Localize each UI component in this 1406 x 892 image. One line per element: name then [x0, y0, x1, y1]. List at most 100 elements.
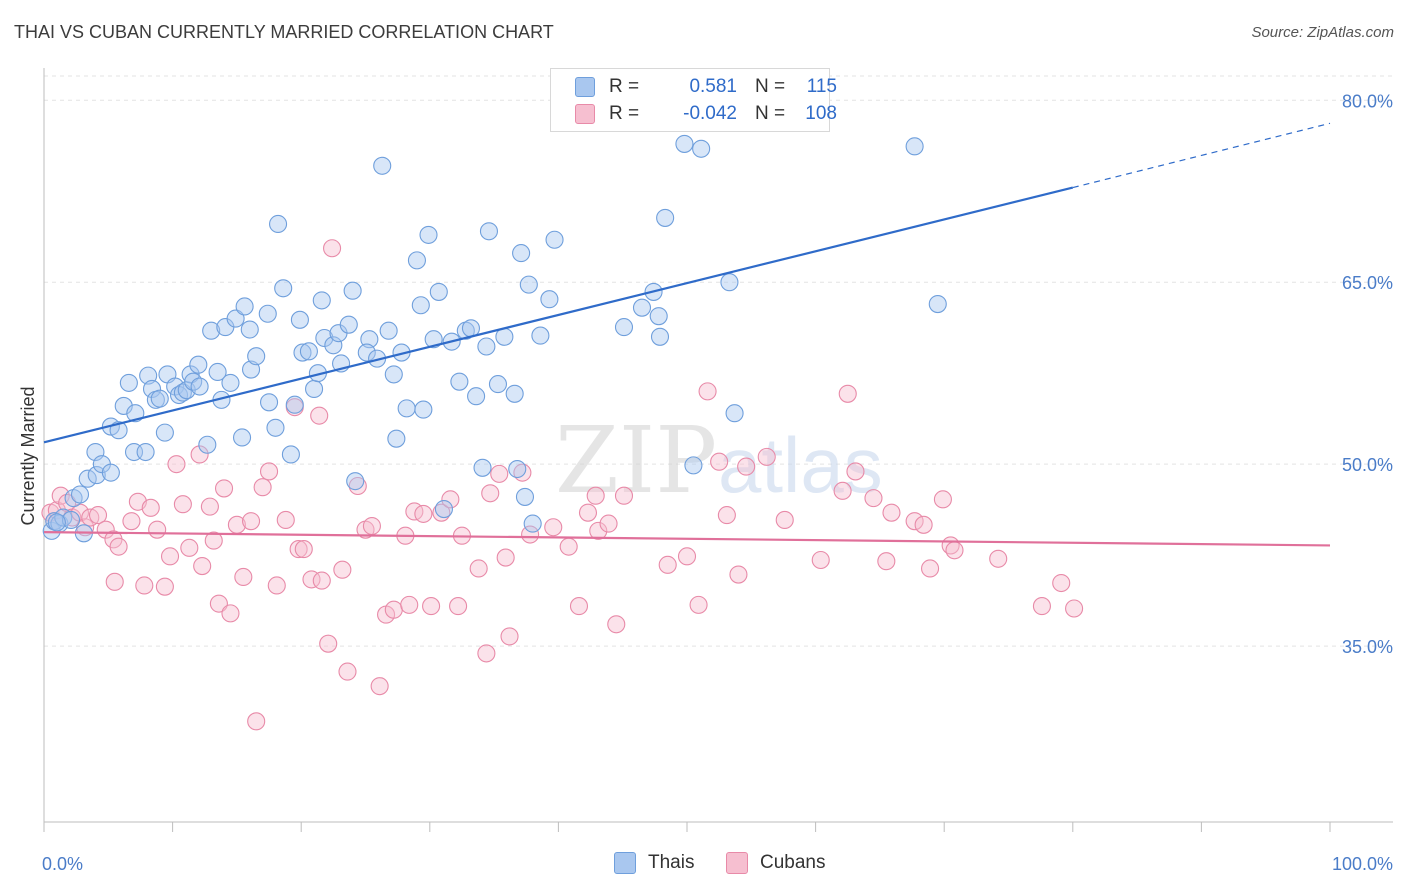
data-point	[333, 560, 352, 579]
data-point	[1052, 573, 1071, 593]
cubans-legend-swatch	[726, 852, 748, 874]
data-point	[508, 459, 527, 479]
data-point	[88, 506, 108, 525]
x-tick-labels: 0.0% 100.0%	[42, 854, 1393, 874]
data-point	[607, 615, 626, 634]
data-point	[692, 139, 711, 158]
legend-row-thais: R = 0.581 N = 115	[575, 74, 837, 100]
data-point	[477, 337, 496, 356]
data-point	[599, 514, 618, 533]
data-point	[241, 512, 261, 531]
data-point	[811, 550, 830, 570]
data-point	[838, 384, 857, 403]
data-point	[698, 382, 717, 401]
data-point	[214, 479, 234, 498]
legend-item-thais[interactable]: Thais	[614, 852, 694, 874]
data-point	[357, 343, 376, 362]
data-point	[429, 282, 448, 301]
gridlines	[44, 75, 1393, 647]
data-point	[126, 404, 145, 423]
data-point	[370, 677, 389, 696]
data-point	[247, 347, 266, 366]
data-point	[319, 634, 338, 653]
data-point	[204, 531, 223, 550]
data-point	[141, 498, 160, 517]
data-point	[846, 462, 865, 481]
data-point	[312, 291, 331, 310]
data-point	[101, 463, 120, 482]
data-point	[449, 597, 468, 616]
data-point	[545, 230, 564, 249]
cubans-points	[41, 239, 1084, 731]
data-point	[285, 395, 304, 414]
data-point	[578, 503, 598, 522]
data-point	[496, 548, 515, 567]
data-point	[190, 377, 209, 396]
data-point	[274, 279, 293, 298]
legend-row-cubans: R = -0.042 N = 108	[575, 101, 837, 127]
data-point	[173, 495, 192, 514]
data-point	[649, 307, 668, 326]
data-point	[921, 559, 940, 578]
data-point	[247, 712, 266, 731]
data-point	[315, 328, 334, 348]
data-point	[519, 275, 538, 294]
data-point	[586, 486, 605, 505]
data-point	[684, 456, 703, 475]
data-point	[119, 373, 138, 392]
data-point	[559, 537, 578, 556]
legend-r-label: R =	[609, 103, 640, 124]
data-point	[905, 137, 924, 156]
data-point	[293, 343, 312, 362]
data-point	[259, 393, 279, 412]
y-tick-label: 35.0%	[1342, 637, 1393, 657]
data-point	[148, 520, 167, 539]
data-point	[384, 365, 403, 384]
data-point	[411, 296, 430, 315]
data-point	[833, 481, 852, 500]
data-point	[658, 555, 677, 574]
data-point	[505, 384, 524, 403]
y-tick-label: 65.0%	[1342, 273, 1393, 293]
data-point	[226, 309, 245, 328]
data-point	[87, 466, 106, 485]
data-point	[190, 445, 209, 464]
data-point	[193, 557, 212, 576]
source-label: Source: ZipAtlas.com	[1251, 24, 1394, 41]
thais-swatch	[575, 77, 595, 97]
data-point	[324, 336, 343, 355]
data-point	[232, 428, 252, 447]
data-point	[710, 452, 729, 471]
correlation-legend: R = 0.581 N = 115 R = -0.042 N = 108	[550, 68, 837, 132]
data-point	[521, 525, 540, 544]
data-point	[933, 490, 952, 509]
data-point	[540, 290, 559, 309]
data-point	[481, 484, 500, 503]
data-point	[614, 486, 634, 505]
data-point	[155, 423, 174, 442]
data-point	[882, 503, 901, 522]
data-point	[864, 489, 883, 508]
data-point	[276, 510, 295, 530]
thais-points	[42, 134, 947, 543]
data-point	[136, 442, 155, 462]
data-point	[200, 497, 219, 516]
data-point	[109, 537, 128, 556]
data-point	[422, 597, 441, 616]
data-point	[253, 478, 272, 497]
data-point	[299, 342, 318, 361]
thais-trend-extension	[1072, 122, 1331, 189]
data-point	[450, 372, 469, 391]
data-point	[150, 389, 169, 408]
data-point	[469, 559, 488, 578]
data-point	[70, 485, 90, 504]
legend-n-value: 115	[806, 76, 837, 97]
legend-item-cubans[interactable]: Cubans	[726, 852, 826, 874]
legend-r-value: 0.581	[689, 76, 737, 97]
legend-r-value: -0.042	[683, 103, 737, 124]
data-point	[114, 396, 133, 415]
legend-r-label: R =	[609, 76, 640, 97]
data-point	[737, 457, 756, 476]
data-point	[1032, 597, 1051, 616]
data-point	[139, 366, 158, 385]
